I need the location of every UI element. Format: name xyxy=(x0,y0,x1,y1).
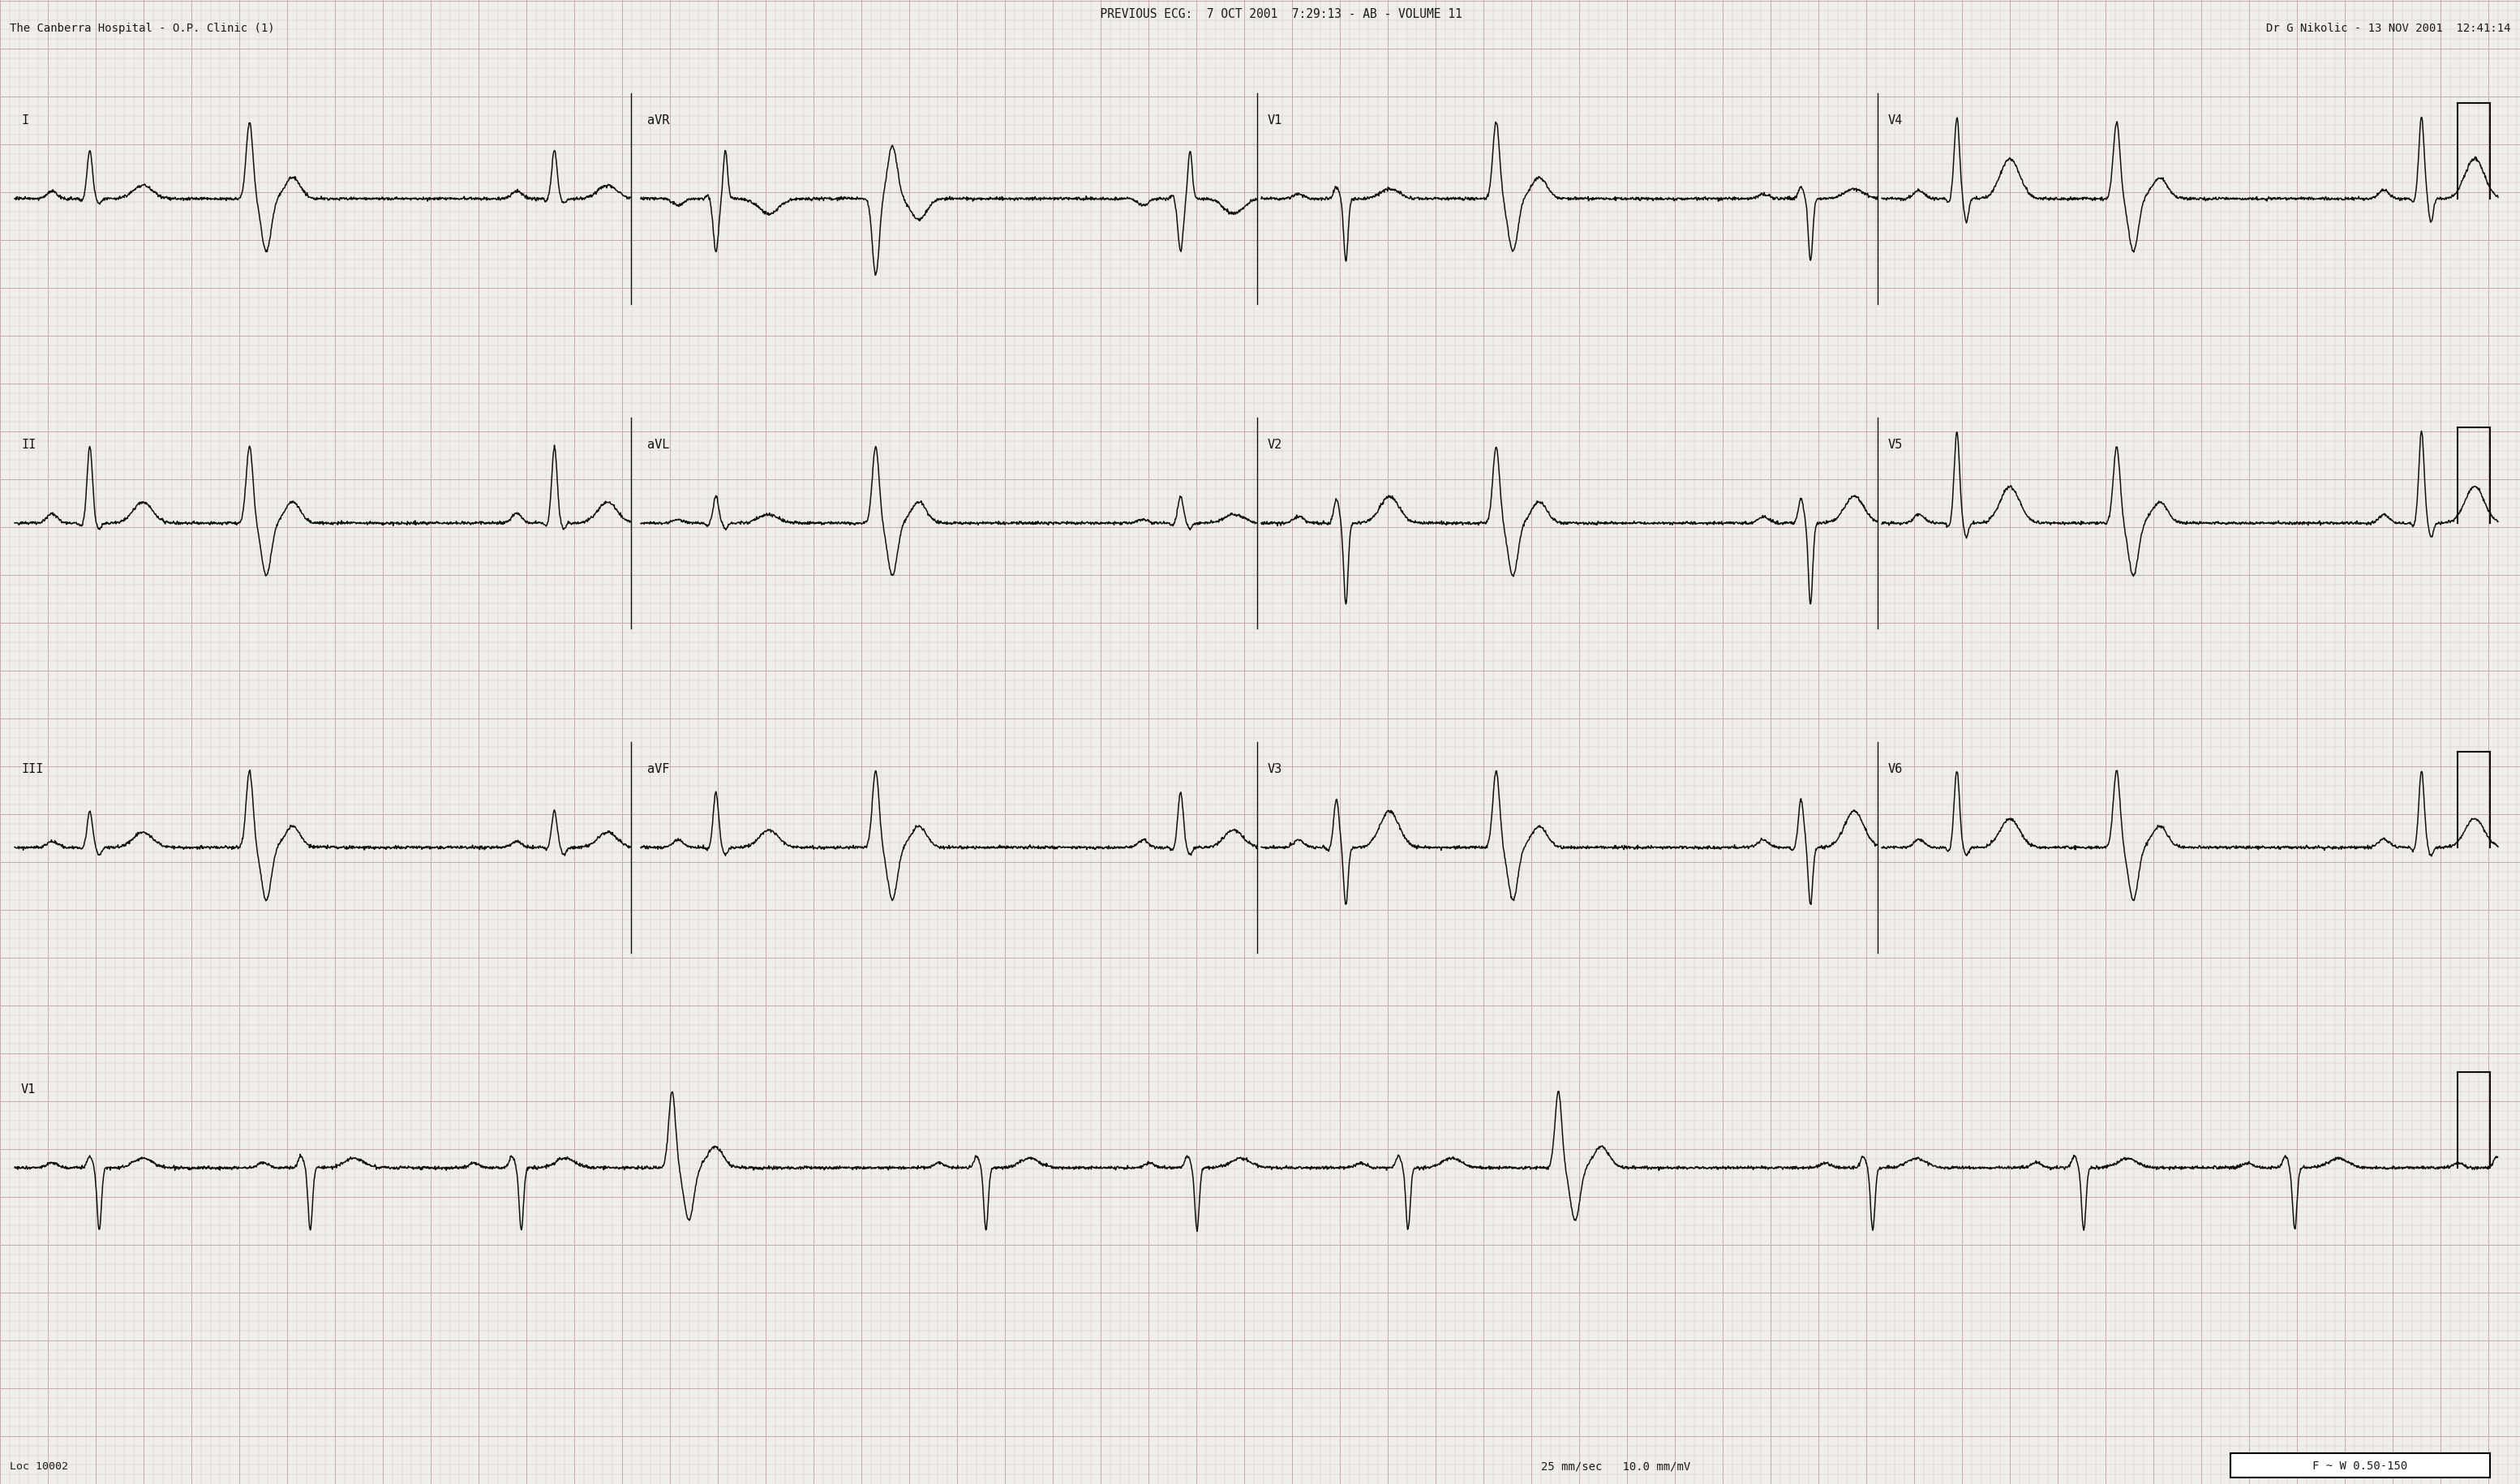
Text: The Canberra Hospital - O.P. Clinic (1): The Canberra Hospital - O.P. Clinic (1) xyxy=(10,22,275,34)
Text: V2: V2 xyxy=(1268,438,1283,451)
Text: Loc 10002: Loc 10002 xyxy=(10,1460,68,1472)
Text: V1: V1 xyxy=(1268,114,1283,126)
Text: V3: V3 xyxy=(1268,763,1283,775)
Bar xyxy=(2230,1453,2490,1478)
Text: V5: V5 xyxy=(1887,438,1903,451)
Text: Dr G Nikolic - 13 NOV 2001  12:41:14: Dr G Nikolic - 13 NOV 2001 12:41:14 xyxy=(2265,22,2510,34)
Text: aVF: aVF xyxy=(648,763,670,775)
Text: aVR: aVR xyxy=(648,114,670,126)
Text: 25 mm/sec   10.0 mm/mV: 25 mm/sec 10.0 mm/mV xyxy=(1542,1460,1691,1472)
Text: I: I xyxy=(20,114,28,126)
Text: V1: V1 xyxy=(20,1083,35,1095)
Text: II: II xyxy=(20,438,35,451)
Text: F ~ W 0.50-150: F ~ W 0.50-150 xyxy=(2313,1460,2407,1471)
Text: V4: V4 xyxy=(1887,114,1903,126)
Text: V6: V6 xyxy=(1887,763,1903,775)
Text: PREVIOUS ECG:  7 OCT 2001  7:29:13 - AB - VOLUME 11: PREVIOUS ECG: 7 OCT 2001 7:29:13 - AB - … xyxy=(1058,7,1462,21)
Text: III: III xyxy=(20,763,43,775)
Text: aVL: aVL xyxy=(648,438,670,451)
